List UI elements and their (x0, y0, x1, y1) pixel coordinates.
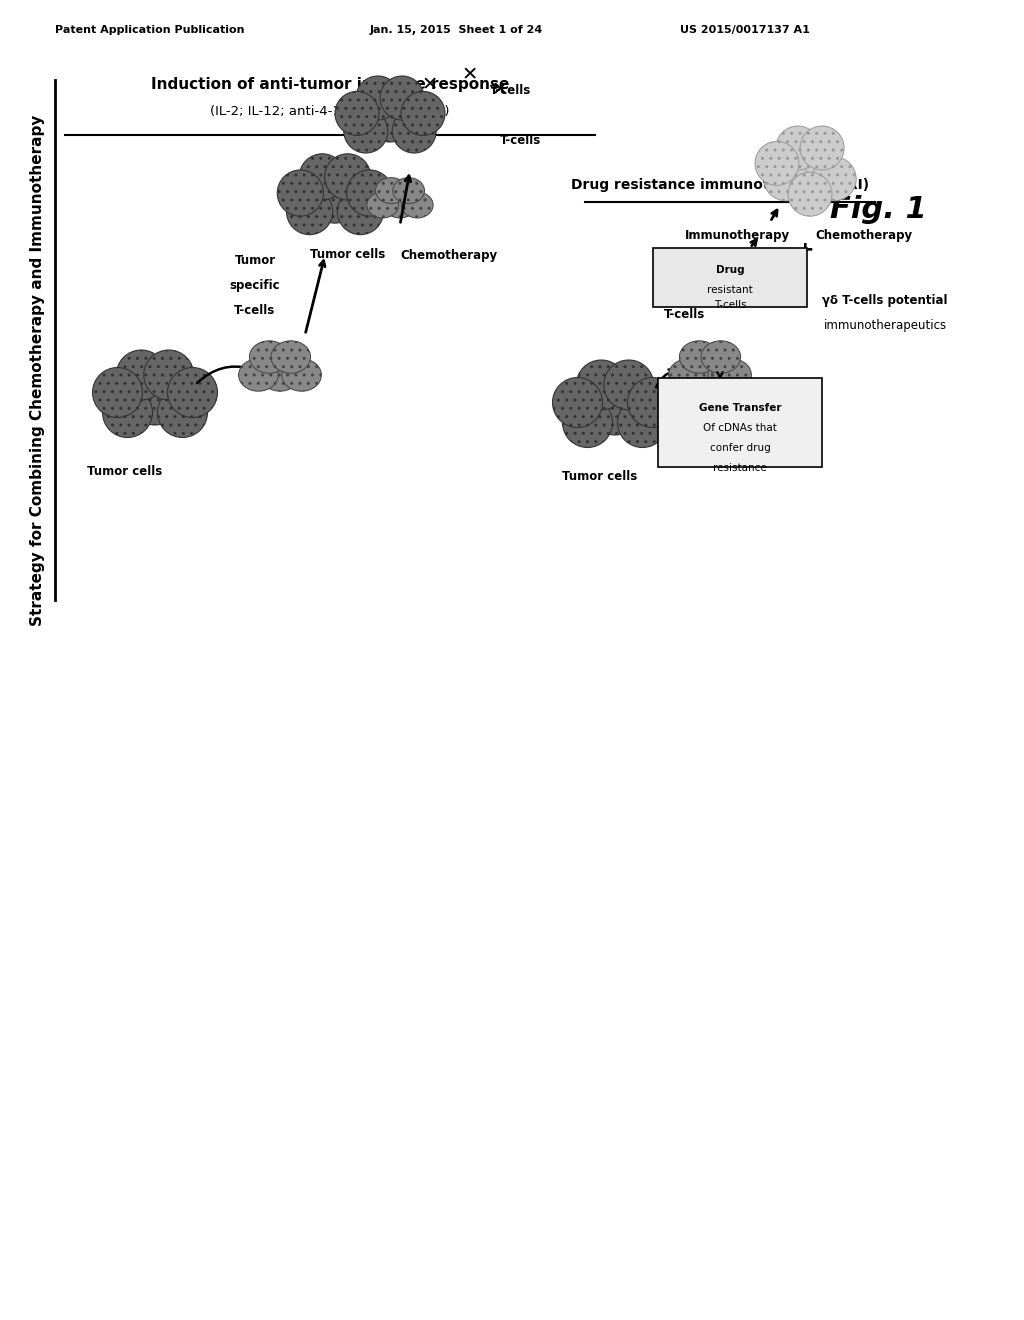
Circle shape (776, 125, 820, 170)
Circle shape (553, 378, 602, 428)
Ellipse shape (701, 341, 740, 374)
FancyBboxPatch shape (658, 378, 822, 467)
Circle shape (755, 141, 799, 185)
Circle shape (299, 154, 345, 201)
Ellipse shape (367, 191, 398, 218)
Circle shape (788, 139, 831, 182)
Ellipse shape (712, 359, 752, 391)
Ellipse shape (393, 178, 425, 203)
Circle shape (92, 367, 142, 417)
Text: Tumor: Tumor (234, 253, 275, 267)
Text: Patent Application Publication: Patent Application Publication (55, 25, 245, 36)
Text: Drug resistance immunotherapy (DRI): Drug resistance immunotherapy (DRI) (571, 178, 869, 191)
Text: confer drug: confer drug (710, 444, 770, 453)
Ellipse shape (401, 191, 433, 218)
Text: US 2015/0017137 A1: US 2015/0017137 A1 (680, 25, 810, 36)
Text: immunotherapeutics: immunotherapeutics (823, 318, 946, 331)
Circle shape (287, 189, 333, 235)
Text: Induction of anti-tumor immune response: Induction of anti-tumor immune response (151, 78, 509, 92)
Text: Immunotherapy: Immunotherapy (685, 228, 791, 242)
Text: T-cells: T-cells (234, 304, 275, 317)
Ellipse shape (384, 191, 416, 218)
Circle shape (346, 170, 393, 216)
Text: Chemotherapy: Chemotherapy (815, 228, 912, 242)
Text: resistant: resistant (708, 285, 753, 294)
Circle shape (130, 375, 180, 425)
Text: Chemotherapy: Chemotherapy (400, 248, 497, 261)
Circle shape (117, 350, 166, 400)
Circle shape (788, 172, 831, 216)
Text: T-cells: T-cells (714, 300, 746, 310)
Circle shape (562, 397, 612, 447)
Circle shape (344, 110, 388, 153)
Circle shape (143, 350, 194, 400)
Circle shape (168, 367, 217, 417)
Ellipse shape (260, 359, 300, 391)
Ellipse shape (282, 359, 322, 391)
Circle shape (401, 91, 445, 136)
Circle shape (628, 378, 678, 428)
Circle shape (337, 189, 384, 235)
Ellipse shape (271, 341, 310, 374)
Text: ✕: ✕ (462, 66, 478, 84)
Ellipse shape (679, 341, 719, 374)
Text: +: + (796, 240, 814, 260)
Text: T-cells: T-cells (665, 309, 706, 322)
Circle shape (800, 125, 844, 170)
Text: Fig. 1: Fig. 1 (830, 195, 927, 224)
Ellipse shape (250, 341, 289, 374)
Text: resistance: resistance (713, 463, 767, 473)
Circle shape (764, 157, 808, 201)
Circle shape (356, 77, 400, 120)
Circle shape (278, 170, 324, 216)
Circle shape (368, 98, 412, 143)
Text: T-cells: T-cells (490, 83, 531, 96)
Circle shape (617, 397, 668, 447)
Circle shape (335, 91, 379, 136)
Text: Gene Transfer: Gene Transfer (698, 403, 781, 413)
Text: Tumor cells: Tumor cells (87, 465, 163, 478)
Circle shape (392, 110, 436, 153)
Ellipse shape (690, 359, 730, 391)
Circle shape (158, 388, 208, 437)
Text: Tumor: Tumor (665, 259, 706, 272)
Text: Jan. 15, 2015  Sheet 1 of 24: Jan. 15, 2015 Sheet 1 of 24 (370, 25, 544, 36)
Text: Strategy for Combining Chemotherapy and Immunotherapy: Strategy for Combining Chemotherapy and … (31, 115, 45, 626)
Text: γδ T-cells potential: γδ T-cells potential (822, 293, 948, 306)
Text: ✕: ✕ (422, 75, 438, 95)
Text: (IL-2; IL-12; anti-4-1BB; GM-CSF etc): (IL-2; IL-12; anti-4-1BB; GM-CSF etc) (210, 106, 450, 119)
Text: specific: specific (659, 284, 711, 297)
Text: ✕: ✕ (492, 81, 508, 99)
Circle shape (812, 157, 856, 201)
Circle shape (102, 388, 153, 437)
Text: Drug: Drug (716, 265, 744, 275)
Text: Of cDNAs that: Of cDNAs that (703, 422, 777, 433)
Circle shape (590, 385, 640, 436)
Circle shape (577, 360, 627, 411)
Ellipse shape (376, 178, 408, 203)
Circle shape (312, 177, 358, 223)
Circle shape (380, 77, 424, 120)
Text: Tumor cells: Tumor cells (562, 470, 638, 483)
Text: T-cells: T-cells (500, 133, 542, 147)
FancyBboxPatch shape (653, 248, 807, 308)
Text: Tumor cells: Tumor cells (310, 248, 385, 261)
Ellipse shape (669, 359, 709, 391)
Text: specific: specific (229, 279, 281, 292)
Circle shape (325, 154, 371, 201)
Circle shape (604, 360, 653, 411)
Ellipse shape (239, 359, 279, 391)
